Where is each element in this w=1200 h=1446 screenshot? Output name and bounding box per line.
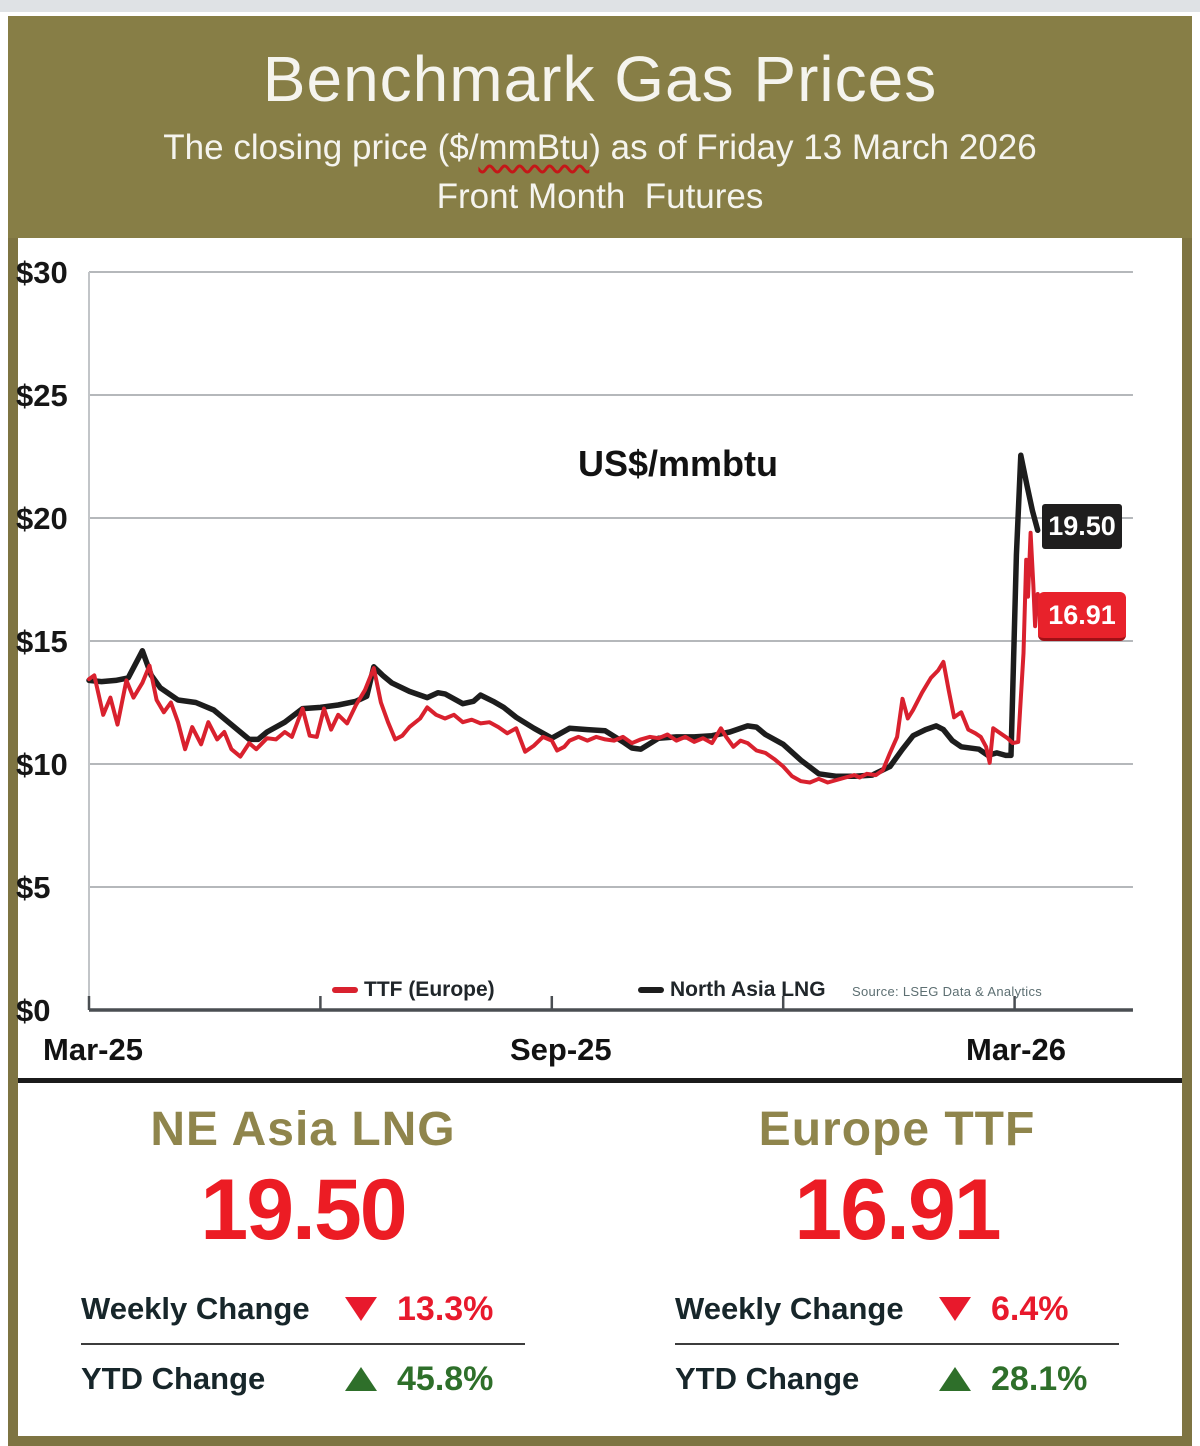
- row-divider: [675, 1343, 1119, 1345]
- weekly-change-value: 6.4%: [991, 1289, 1069, 1328]
- price-line-chart: $30 $25 $20 $15 $10 $5 $0: [16, 255, 1133, 1028]
- subtitle-unit-misspell-underline: mmBtu: [478, 128, 590, 168]
- closing-price-value: 19.50: [200, 1162, 407, 1258]
- change-rows: Weekly Change 13.3% YTD Change 45.8%: [81, 1283, 525, 1405]
- europe-ttf-panel: Europe TTF 16.91 Weekly Change 6.4% YTD …: [612, 1086, 1182, 1405]
- ytd-change-label: YTD Change: [675, 1361, 860, 1396]
- y-tick-label: $5: [16, 870, 50, 905]
- top-margin-strip: [0, 0, 1200, 12]
- ytd-change-row: YTD Change 28.1%: [675, 1353, 1119, 1405]
- weekly-change-label: Weekly Change: [81, 1291, 310, 1326]
- weekly-change-value: 13.3%: [397, 1289, 494, 1328]
- up-triangle-icon: [345, 1367, 377, 1391]
- x-axis-label-mar26: Mar-26: [966, 1032, 1066, 1067]
- up-triangle-icon: [939, 1367, 971, 1391]
- weekly-change-row: Weekly Change 13.3%: [81, 1283, 525, 1335]
- ytd-change-row: YTD Change 45.8%: [81, 1353, 525, 1405]
- page-title: Benchmark Gas Prices: [262, 43, 938, 115]
- y-tick-label: $25: [16, 378, 68, 413]
- ytd-change-value: 45.8%: [397, 1359, 494, 1398]
- ttf-price-callout: 16.91: [1038, 592, 1126, 641]
- weekly-change-row: Weekly Change 6.4%: [675, 1283, 1119, 1335]
- section-divider: [18, 1078, 1182, 1083]
- series-line-north-asia-lng: [86, 452, 1041, 780]
- lng-price-callout: 19.50: [1042, 504, 1122, 549]
- ne-asia-lng-panel: NE Asia LNG 19.50 Weekly Change 13.3% YT…: [18, 1086, 588, 1405]
- subtitle-line2: Front Month Futures: [436, 176, 764, 216]
- closing-price-value: 16.91: [794, 1162, 1001, 1258]
- subtitle-suffix: ) as of Friday 13 March 2026: [589, 128, 1037, 168]
- legend-label-ttf: TTF (Europe): [364, 978, 495, 1001]
- panel-title: NE Asia LNG: [150, 1103, 456, 1156]
- subtitle-prefix: The closing price ($/: [163, 128, 479, 168]
- panel-title: Europe TTF: [758, 1103, 1036, 1156]
- weekly-change-label: Weekly Change: [675, 1291, 904, 1326]
- legend-item-ttf: TTF (Europe): [332, 978, 495, 1002]
- y-tick-label: $30: [16, 255, 68, 290]
- y-tick-label: $10: [16, 747, 68, 782]
- down-triangle-icon: [939, 1297, 971, 1321]
- y-tick-label: $20: [16, 501, 68, 536]
- series-line-ttf-europe-: [87, 530, 1040, 785]
- subtitle: The closing price ($/mmBtu) as of Friday…: [8, 128, 1192, 168]
- ttf-line-swatch-icon: [332, 987, 358, 993]
- y-tick-label: $0: [16, 993, 50, 1028]
- chart-unit-annotation: US$/mmbtu: [578, 443, 779, 484]
- row-divider: [81, 1343, 525, 1345]
- change-rows: Weekly Change 6.4% YTD Change 28.1%: [675, 1283, 1119, 1405]
- x-axis-label-sep25: Sep-25: [510, 1032, 612, 1067]
- legend-label-north-asia-lng: North Asia LNG: [670, 978, 826, 1001]
- legend-item-north-asia-lng: North Asia LNG: [638, 978, 826, 1002]
- header-banner: Benchmark Gas Prices The closing price (…: [8, 16, 1192, 238]
- ytd-change-label: YTD Change: [81, 1361, 266, 1396]
- lng-line-swatch-icon: [638, 987, 664, 993]
- y-tick-label: $15: [16, 624, 68, 659]
- ytd-change-value: 28.1%: [991, 1359, 1088, 1398]
- x-axis-label-mar25: Mar-25: [43, 1032, 143, 1067]
- source-note: Source: LSEG Data & Analytics: [852, 984, 1043, 999]
- down-triangle-icon: [345, 1297, 377, 1321]
